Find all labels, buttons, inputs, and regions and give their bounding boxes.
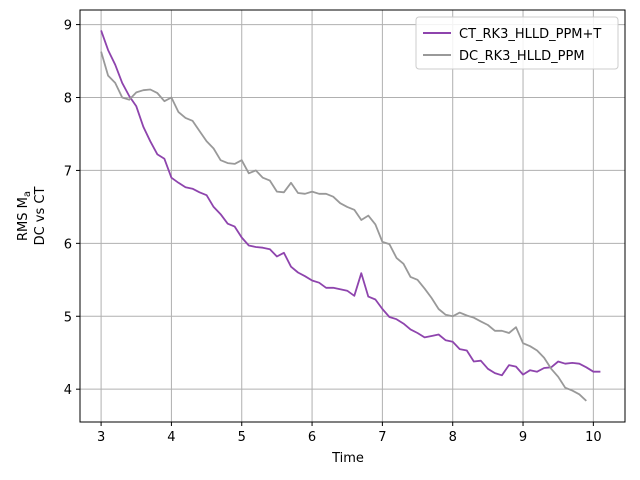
x-axis-ticks: 3 4 5 6 7 8 9 10 [97,422,602,445]
y-tick-label: 6 [64,237,72,252]
x-tick-label: 8 [449,430,457,445]
legend-box [415,16,619,70]
legend-label-ct: CT_RK3_HLLD_PPM+T [459,27,601,42]
y-tick-label: 8 [64,92,72,107]
x-tick-label: 5 [238,430,246,445]
y-axis-label-subscript: a [22,191,33,197]
x-tick-label: 3 [97,430,105,445]
y-tick-label: 5 [64,310,72,325]
x-tick-label: 10 [585,430,602,445]
y-axis-label-line2: DC vs CT [33,187,48,246]
y-tick-label: 9 [64,19,72,34]
y-tick-label: 7 [64,164,72,179]
y-axis-label: RMS Ma DC vs CT [16,187,48,246]
legend-label-dc: DC_RK3_HLLD_PPM [459,49,585,64]
x-tick-label: 6 [308,430,316,445]
x-axis-label: Time [331,451,364,466]
y-axis-label-main: RMS M [16,197,31,241]
y-axis-ticks: 4 5 6 7 8 9 [64,19,80,398]
plot-frame [79,9,626,423]
series-lines [100,30,601,402]
legend: CT_RK3_HLLD_PPM+T DC_RK3_HLLD_PPM [415,16,619,70]
series-line-1 [100,51,587,402]
y-tick-label: 4 [64,383,72,398]
x-tick-label: 9 [519,430,527,445]
series-line-0 [100,30,601,377]
x-tick-label: 7 [378,430,386,445]
x-tick-label: 4 [167,430,175,445]
y-axis-label-line1: RMS Ma [16,191,33,241]
